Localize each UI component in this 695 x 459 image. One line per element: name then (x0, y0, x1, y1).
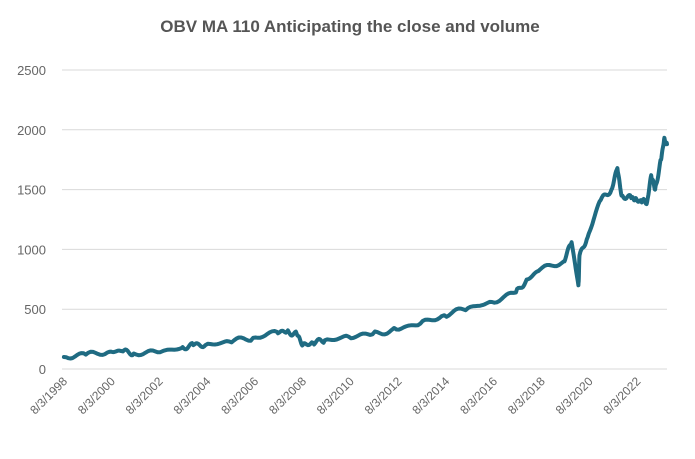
y-axis-ticks: 0 500 1000 1500 2000 2500 (17, 63, 46, 377)
y-tick-label: 2500 (17, 63, 46, 78)
grid-lines (62, 69, 667, 370)
x-tick-label: 8/3/2018 (505, 374, 548, 417)
x-tick-label: 8/3/2014 (409, 374, 452, 417)
x-tick-label: 8/3/1998 (27, 374, 70, 417)
x-tick-label: 8/3/2016 (457, 374, 500, 417)
y-tick-label: 1500 (17, 183, 46, 198)
y-tick-label: 2000 (17, 123, 46, 138)
x-tick-label: 8/3/2012 (362, 374, 405, 417)
y-tick-label: 1000 (17, 242, 46, 257)
x-tick-label: 8/3/2020 (553, 374, 596, 417)
x-tick-label: 8/3/2022 (601, 374, 644, 417)
x-axis-ticks: 8/3/1998 8/3/2000 8/3/2002 8/3/2004 8/3/2006… (27, 374, 644, 417)
x-tick-label: 8/3/2004 (171, 374, 214, 417)
x-tick-label: 8/3/2006 (218, 374, 261, 417)
series-layer (61, 135, 669, 361)
y-tick-label: 0 (39, 362, 46, 377)
x-tick-label: 8/3/2008 (266, 374, 309, 417)
series-line (61, 135, 669, 361)
y-tick-label: 500 (24, 302, 46, 317)
x-tick-label: 8/3/2002 (123, 374, 166, 417)
x-tick-label: 8/3/2010 (314, 374, 357, 417)
x-tick-label: 8/3/2000 (75, 374, 118, 417)
chart-title: OBV MA 110 Anticipating the close and vo… (160, 17, 539, 36)
